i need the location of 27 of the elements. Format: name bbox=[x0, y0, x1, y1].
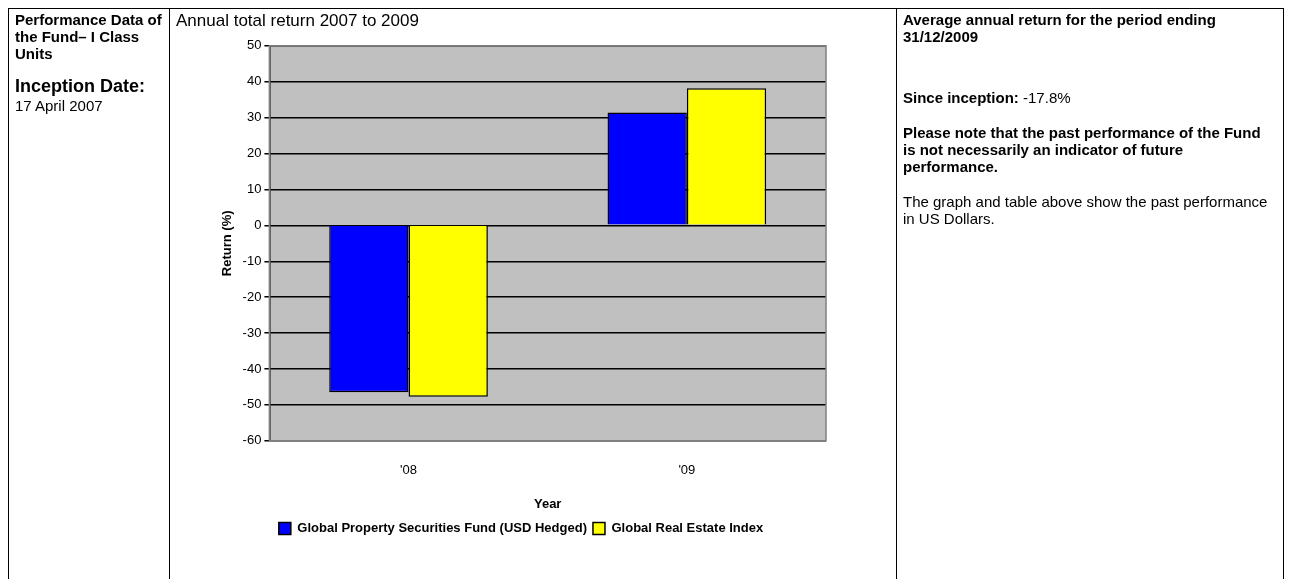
text: The graph and table above show the past performance in US Dollars. bbox=[903, 193, 1269, 227]
chart-title: Annual total return 2007 to 2009 bbox=[176, 11, 420, 31]
text: 17 April 2007 bbox=[15, 97, 104, 114]
y-tick-label: 20 bbox=[246, 145, 262, 161]
y-tick-label: 50 bbox=[246, 37, 262, 53]
text: Inception Date: bbox=[15, 76, 146, 97]
x-axis-title: Year bbox=[533, 495, 562, 511]
text: Since inception: bbox=[903, 89, 1019, 106]
text: Performance Data of the Fund– I Class Units bbox=[15, 11, 163, 62]
y-tick-label: -60 bbox=[242, 432, 262, 448]
text: Please note that the past performance of the Fund is not necessarily an indicator of future performance. bbox=[903, 124, 1262, 175]
y-tick-label: -40 bbox=[242, 360, 262, 376]
y-tick-label: -10 bbox=[242, 252, 262, 268]
legend-label: Global Property Securities Fund (USD Hedged) bbox=[297, 520, 587, 536]
y-tick-label: -20 bbox=[242, 288, 262, 304]
y-tick-label: 30 bbox=[246, 109, 262, 125]
y-axis-title: Return (%) bbox=[219, 210, 235, 277]
text: Average annual return for the period ending 31/12/2009 bbox=[903, 11, 1217, 45]
y-tick-label: 0 bbox=[254, 216, 262, 232]
text: -17.8% bbox=[1023, 89, 1071, 106]
legend-label: Global Real Estate Index bbox=[611, 520, 764, 536]
y-tick-label: -30 bbox=[242, 324, 262, 340]
y-tick-label: 10 bbox=[246, 181, 262, 197]
y-tick-label: 40 bbox=[246, 73, 262, 89]
y-tick-label: -50 bbox=[242, 396, 262, 412]
x-tick-label: '08 bbox=[400, 462, 418, 478]
x-tick-label: '09 bbox=[678, 462, 696, 478]
